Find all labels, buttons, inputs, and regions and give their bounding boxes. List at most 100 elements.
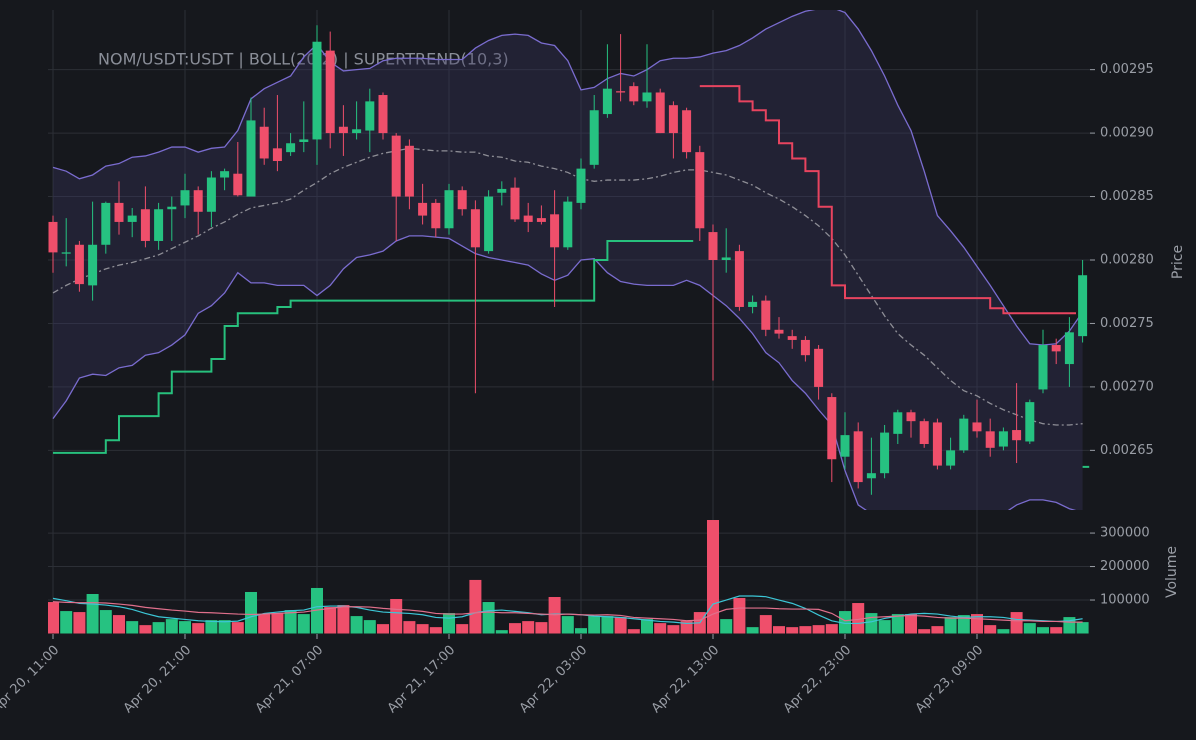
y-tick-label: 0.00265 xyxy=(1100,443,1154,458)
candle-body xyxy=(246,120,256,197)
candle-body xyxy=(932,422,942,466)
supertrend-line xyxy=(699,85,1076,315)
candle-body xyxy=(88,244,98,286)
band-fill xyxy=(53,10,1083,510)
candle-body xyxy=(550,214,560,248)
candle-body xyxy=(563,201,573,248)
volume-bar xyxy=(509,623,521,634)
candle-body xyxy=(418,202,428,216)
volume-bar xyxy=(403,621,416,634)
candle-body xyxy=(1078,275,1088,337)
volume-bar xyxy=(165,619,178,634)
candle-body xyxy=(312,41,322,140)
volume-bar xyxy=(522,621,535,634)
volume-bar xyxy=(231,622,244,634)
candle-body xyxy=(365,101,375,131)
volume-bar xyxy=(931,626,944,634)
candle-body xyxy=(814,348,824,387)
volume-bar xyxy=(839,611,851,634)
volume-bar xyxy=(139,625,152,634)
volume-bar xyxy=(456,624,469,634)
volume-bar xyxy=(825,624,838,634)
volume-bar xyxy=(258,614,271,634)
band-line xyxy=(52,147,1083,426)
x-tick-label: Apr 21, 17:00 xyxy=(385,643,458,716)
volume-bar xyxy=(73,612,86,634)
candle-body xyxy=(391,135,401,197)
candle-body xyxy=(774,329,784,334)
volume-bar xyxy=(720,619,733,634)
candle-body xyxy=(352,129,362,134)
candle-body xyxy=(299,139,309,142)
volume-bar xyxy=(614,617,627,634)
y-tick-label: 0.00270 xyxy=(1100,379,1154,394)
volume-bar xyxy=(535,622,548,634)
volume-bar xyxy=(350,616,363,634)
volume-bar xyxy=(773,626,785,634)
volume-bar xyxy=(561,616,574,634)
volume-ma-line xyxy=(52,601,1083,623)
candle-body xyxy=(233,173,243,196)
volume-bar xyxy=(324,607,337,634)
volume-bar xyxy=(707,520,719,634)
volume-bar xyxy=(905,614,917,634)
candle-body xyxy=(880,432,890,474)
candle-body xyxy=(642,92,652,102)
volume-bar xyxy=(152,622,165,634)
volume-bar xyxy=(416,624,429,634)
y-tick-label: 0.00280 xyxy=(1100,253,1154,268)
y-tick-label: 0.00295 xyxy=(1100,62,1154,77)
candle-body xyxy=(286,143,296,153)
volume-bar xyxy=(1023,623,1036,634)
volume-bar xyxy=(588,616,601,634)
volume-bar xyxy=(878,620,891,634)
x-tick-label: Apr 22, 13:00 xyxy=(649,643,722,716)
candle-body xyxy=(919,421,929,445)
candle-body xyxy=(946,450,956,466)
y-tick-label: 0.00285 xyxy=(1100,189,1154,204)
candle-body xyxy=(444,190,454,229)
candle-body xyxy=(748,301,758,307)
volume-bar xyxy=(86,593,99,634)
candle-body xyxy=(866,473,876,479)
chart-title: NOM/USDT:USDT | BOLL(20,2) | SUPERTREND(… xyxy=(98,50,509,69)
candle-body xyxy=(536,218,546,222)
candle-body xyxy=(682,110,692,153)
y-tick-label: 300000 xyxy=(1100,526,1150,541)
candle-body xyxy=(959,418,969,451)
candle-body xyxy=(1012,430,1022,441)
volume-bar xyxy=(812,625,825,634)
volume-bar xyxy=(627,629,640,634)
candle-body xyxy=(602,88,612,115)
volume-bar xyxy=(984,625,997,634)
candle-body xyxy=(576,168,586,203)
candle-body xyxy=(800,339,810,356)
candle-body xyxy=(378,95,388,134)
candle-body xyxy=(893,412,903,434)
volume-bar xyxy=(271,613,284,634)
volume-bar xyxy=(443,613,455,634)
volume-bar xyxy=(1050,627,1063,634)
candle-body xyxy=(972,422,982,432)
candle-body xyxy=(629,86,639,102)
y-tick-label: 200000 xyxy=(1100,559,1150,574)
candle-body xyxy=(127,215,137,222)
x-tick-label: Apr 22, 23:00 xyxy=(781,643,854,716)
volume-bar xyxy=(1037,627,1049,634)
candle-body xyxy=(510,187,520,220)
candle-body xyxy=(167,206,177,210)
candle-body xyxy=(272,148,282,162)
volume-bar xyxy=(311,587,323,634)
volume-bar xyxy=(997,629,1010,634)
volume-bar xyxy=(205,620,218,634)
volume-bar xyxy=(1010,612,1023,634)
band-line xyxy=(52,235,1077,510)
volume-bar xyxy=(192,623,205,634)
volume-bar xyxy=(733,598,746,634)
volume-bar xyxy=(284,610,297,634)
volume-bar xyxy=(918,629,931,634)
volume-bar xyxy=(1076,622,1089,634)
candle-body xyxy=(470,209,480,248)
volume-bar xyxy=(297,614,310,634)
